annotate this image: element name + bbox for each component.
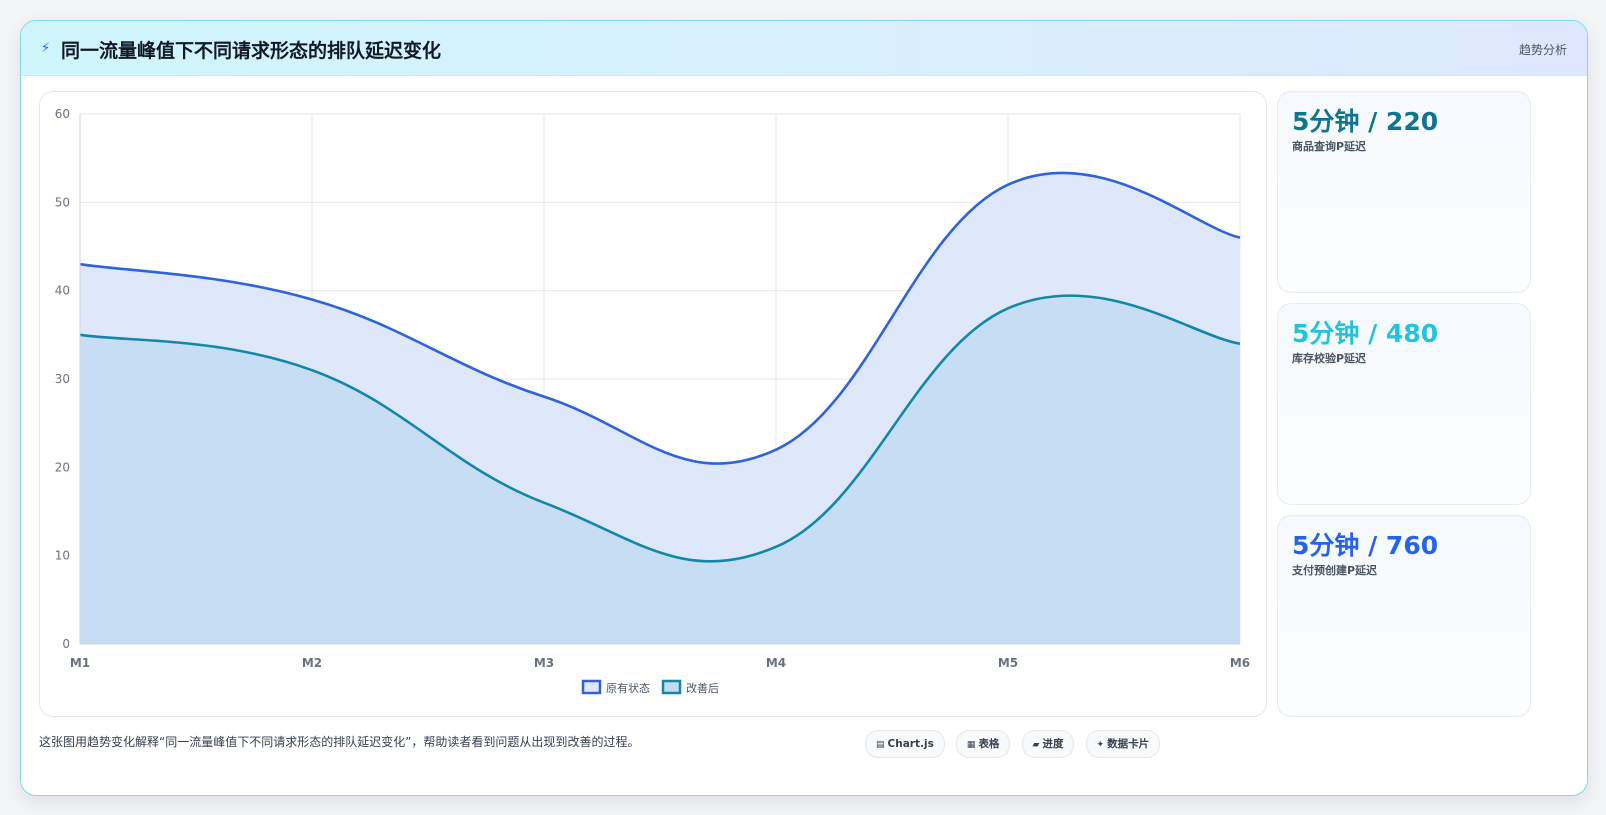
legend-label-1: 原有状态 [606,681,650,695]
stat-card-1: 5分钟 / 220 商品查询P延迟 [1277,91,1531,293]
x-tick-label: M2 [302,656,322,670]
y-tick-label: 30 [55,372,70,386]
card-header: ⚡ 同一流量峰值下不同请求形态的排队延迟变化 趋势分析 [21,21,1587,76]
series-area-2 [80,295,1240,644]
chart-icon: ▤ [876,740,885,750]
legend-swatch-1 [581,679,602,695]
progress-icon: ▰ [1032,740,1040,750]
legend-swatch-2 [661,679,682,695]
y-tick-label: 60 [55,107,70,121]
stat-value-3: 5分钟 / 760 [1292,531,1439,560]
y-tick-label: 40 [55,284,70,298]
lightning-icon: ⚡ [41,41,51,56]
y-tick-label: 20 [55,460,70,474]
legend-label-2: 改善后 [686,681,719,695]
chart-caption: 这张图用趋势变化解释“同一流量峰值下不同请求形态的排队延迟变化”，帮助读者看到问… [39,735,640,749]
stat-label-1: 商品查询P延迟 [1292,140,1367,153]
x-tick-label: M5 [998,656,1018,670]
x-tick-label: M4 [766,656,786,670]
stat-value-1: 5分钟 / 220 [1292,107,1439,136]
chip-data-card[interactable]: ✦ 数据卡片 [1085,730,1161,758]
trend-analysis-tag: 趋势分析 [1518,43,1567,57]
x-tick-label: M6 [1230,656,1250,670]
chart-card: ⚡ 同一流量峰值下不同请求形态的排队延迟变化 趋势分析 0 10 20 30 40 50 6… [20,20,1588,796]
chip-label: 进度 [1042,738,1064,750]
chart-title: 同一流量峰值下不同请求形态的排队延迟变化 [61,40,442,62]
chip-table[interactable]: ▦ 表格 [955,730,1011,758]
x-tick-label: M1 [70,656,90,670]
stat-card-3: 5分钟 / 760 支付预创建P延迟 [1277,515,1531,717]
chart-panel: 0 10 20 30 40 50 60 M1 M2 M3 M4 M5 M6 原有状态 改善后 [39,91,1267,717]
series-line-1 [79,171,1241,465]
series-line-2 [79,294,1241,563]
card-icon: ✦ [1096,740,1105,750]
y-tick-label: 0 [62,637,70,651]
chip-label: 表格 [978,738,1000,750]
chip-label: Chart.js [887,738,934,750]
feature-chips: ▤ Chart.js ▦ 表格 ▰ 进度 ✦ 数据卡片 [865,730,1166,758]
chip-progress[interactable]: ▰ 进度 [1021,730,1075,758]
stat-label-2: 库存校验P延迟 [1292,352,1367,365]
stat-value-2: 5分钟 / 480 [1292,319,1439,348]
stat-card-2: 5分钟 / 480 库存校验P延迟 [1277,303,1531,505]
y-tick-label: 10 [55,549,70,563]
chip-chartjs[interactable]: ▤ Chart.js [865,730,945,758]
area-chart: 0 10 20 30 40 50 60 M1 M2 M3 M4 M5 M6 原有状态 改善后 [55,107,1250,695]
table-icon: ▦ [966,740,976,750]
x-tick-label: M3 [534,656,554,670]
stat-label-3: 支付预创建P延迟 [1292,564,1378,577]
chip-label: 数据卡片 [1107,738,1150,750]
y-tick-label: 50 [55,195,70,209]
